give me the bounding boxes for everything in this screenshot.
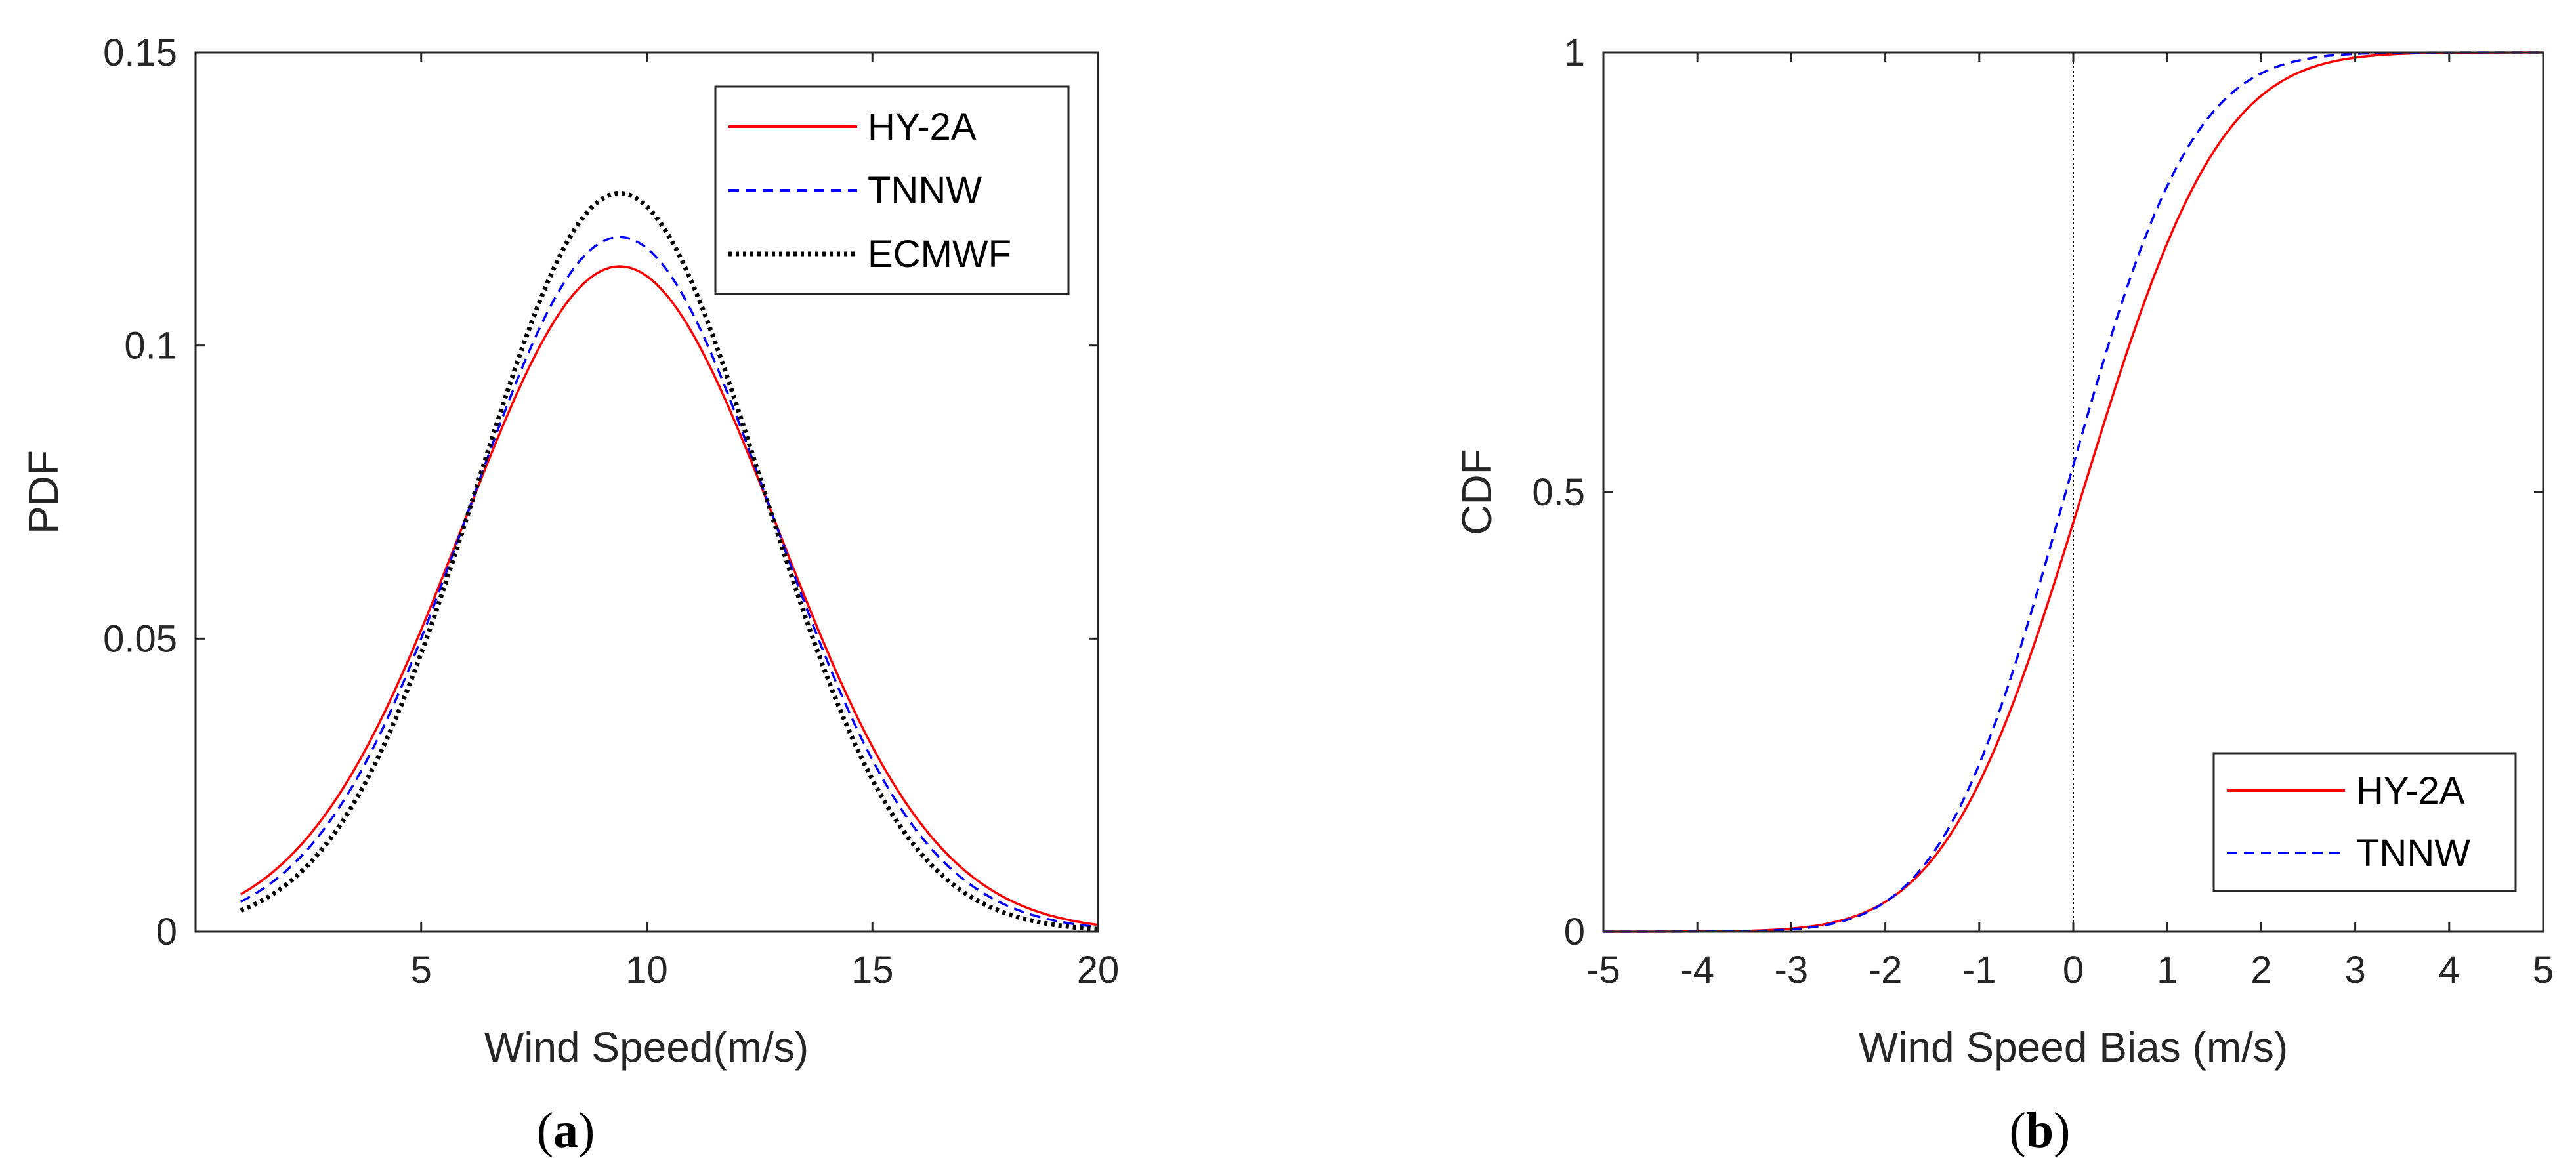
panel-b-xtick-label: 3 xyxy=(2344,949,2365,991)
panel-a-series-tnnw xyxy=(240,236,1099,928)
panel-b-cdf-chart: -5 -4 -3 -2 -1 0 1 2 3 4 5 0 0.5 1 Wind Speed Bias (m… xyxy=(1453,31,2554,1158)
panel-a-caption: (a) xyxy=(537,1103,595,1158)
panel-a-caption-open: ( xyxy=(537,1103,553,1158)
panel-b-ticks: -5 -4 -3 -2 -1 0 1 2 3 4 5 0 0.5 1 xyxy=(1532,31,2554,991)
panel-a-ytick-label: 0.1 xyxy=(124,325,177,367)
panel-b-caption-letter: b xyxy=(2026,1103,2054,1158)
panel-b-ylabel: CDF xyxy=(1453,449,1500,535)
panel-b-legend-box xyxy=(2212,752,2517,892)
panel-a-caption-letter: a xyxy=(553,1103,578,1158)
panel-b-xtick-label: -2 xyxy=(1869,949,1903,991)
panel-b-xtick-label: 5 xyxy=(2533,949,2554,991)
panel-b-xtick-label: 4 xyxy=(2439,949,2460,991)
panel-b-legend-label-tnnw: TNNW xyxy=(2356,832,2470,875)
panel-b-caption-open: ( xyxy=(2010,1103,2026,1158)
panel-b-xtick-label: -3 xyxy=(1775,949,1809,991)
panel-b-xtick-label: -4 xyxy=(1680,949,1714,991)
panel-a-legend-box xyxy=(714,85,1070,295)
panel-b-xtick-label: 0 xyxy=(2063,949,2084,991)
panel-a-legend: HY-2A TNNW ECMWF xyxy=(714,85,1070,295)
panel-a-ytick-label: 0 xyxy=(156,911,177,953)
panel-a-caption-close: ) xyxy=(578,1103,595,1158)
panel-b-xtick-label: 2 xyxy=(2250,949,2271,991)
panel-b-legend: HY-2A TNNW xyxy=(2212,752,2517,892)
panel-a-legend-label-ecmwf: ECMWF xyxy=(868,233,1011,276)
panel-a-ytick-label: 0.05 xyxy=(103,617,177,660)
panel-b-ytick-label: 0 xyxy=(1564,911,1585,953)
panel-a-series-hy2a xyxy=(240,265,1099,926)
panel-a-legend-label-tnnw: TNNW xyxy=(868,169,982,212)
panel-a-xtick-label: 5 xyxy=(411,949,432,991)
panel-a-xtick-label: 15 xyxy=(851,949,894,991)
panel-a-series-layer xyxy=(240,190,1099,932)
panel-b-xtick-label: 1 xyxy=(2157,949,2178,991)
panel-a-legend-label-hy2a: HY-2A xyxy=(868,106,977,148)
panel-b-xlabel: Wind Speed Bias (m/s) xyxy=(1859,1024,2288,1071)
panel-a-xtick-label: 10 xyxy=(625,949,668,991)
panel-b-ytick-label: 1 xyxy=(1564,31,1585,74)
panel-b-xtick-label: -5 xyxy=(1586,949,1620,991)
panel-a-ylabel: PDF xyxy=(20,450,67,534)
panel-b-ytick-label: 0.5 xyxy=(1532,471,1585,514)
panel-b-caption-close: ) xyxy=(2054,1103,2070,1158)
panel-b-caption: (b) xyxy=(2010,1103,2071,1158)
panel-a-ytick-label: 0.15 xyxy=(103,31,177,74)
panel-b-legend-label-hy2a: HY-2A xyxy=(2356,770,2465,812)
panel-b-xtick-label: -1 xyxy=(1962,949,1996,991)
panel-a-xlabel: Wind Speed(m/s) xyxy=(484,1024,809,1071)
panel-a-series-ecmwf xyxy=(240,190,1099,932)
panel-a-ticks: 5 10 15 20 0 0.05 0.1 0.15 xyxy=(103,31,1119,991)
panel-a-xtick-label: 20 xyxy=(1077,949,1120,991)
